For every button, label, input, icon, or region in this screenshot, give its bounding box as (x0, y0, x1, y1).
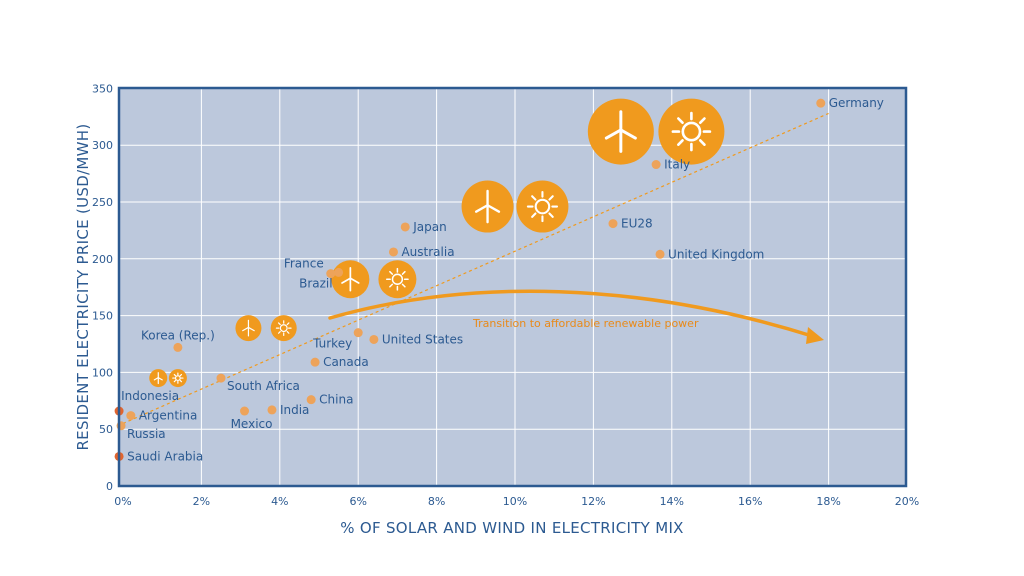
data-point (369, 334, 379, 344)
data-point (388, 247, 398, 257)
point-label: India (280, 403, 309, 417)
data-point (240, 406, 250, 416)
trendline (122, 112, 829, 425)
data-points: Germany Italy EU28 United Kingdom Japan Austr… (114, 96, 884, 463)
y-axis-ticks: 0 50 100 150 200 250 300 350 (92, 82, 113, 493)
wind-turbine-icon (461, 180, 514, 233)
wind-turbine-icon (235, 315, 262, 342)
point-label: Turkey (312, 337, 352, 351)
sun-icon (168, 369, 187, 388)
x-tick-label: 6% (349, 495, 366, 508)
sun-icon (516, 180, 569, 233)
x-tick-label: 18% (816, 495, 840, 508)
y-axis-title: RESIDENT ELECTRICITY PRICE (USD/MWH) (74, 123, 92, 450)
wind-turbine-icon (149, 369, 168, 388)
x-tick-label: 12% (581, 495, 605, 508)
point-label: Japan (412, 220, 446, 234)
transition-annotation: Transition to affordable renewable power (472, 317, 699, 330)
data-point (353, 328, 363, 338)
trendline-line (122, 112, 829, 425)
point-label: Russia (127, 427, 166, 441)
data-point (306, 395, 316, 405)
data-point (816, 98, 826, 108)
point-label: Australia (401, 245, 454, 259)
point-label: United Kingdom (668, 247, 764, 261)
sun-icon (378, 260, 417, 299)
data-point (126, 411, 136, 421)
wind-turbine-icon (331, 260, 370, 299)
point-label: Mexico (231, 417, 273, 431)
data-point (310, 357, 320, 367)
y-tick-label: 50 (99, 423, 113, 436)
point-label: China (319, 393, 353, 407)
point-label: Argentina (139, 409, 198, 423)
point-label: South Africa (227, 379, 300, 393)
y-tick-label: 250 (92, 196, 113, 209)
y-tick-label: 200 (92, 253, 113, 266)
point-label: Indonesia (121, 389, 179, 403)
transition-arrow (328, 289, 824, 344)
x-tick-label: 14% (660, 495, 684, 508)
arrow-curve (328, 289, 814, 338)
y-tick-label: 300 (92, 139, 113, 152)
y-tick-label: 100 (92, 366, 113, 379)
plot-frame (117, 86, 908, 488)
x-axis-ticks: 0% 2% 4% 6% 8% 10% 12% 14% 16% 18% 20% (114, 495, 919, 508)
data-point (608, 219, 618, 229)
x-tick-label: 2% (193, 495, 210, 508)
point-label: Italy (664, 158, 690, 172)
point-label: Brazil (299, 276, 333, 290)
x-tick-label: 8% (428, 495, 445, 508)
point-label: France (284, 257, 324, 271)
data-point (651, 160, 661, 170)
sun-icon (270, 315, 297, 342)
x-tick-label: 4% (271, 495, 288, 508)
x-tick-label: 16% (738, 495, 762, 508)
y-tick-label: 0 (106, 480, 113, 493)
plot-background (119, 88, 906, 486)
y-tick-label: 350 (92, 82, 113, 95)
point-label: Canada (323, 355, 369, 369)
data-point (334, 267, 344, 277)
icon-pairs (149, 98, 725, 388)
point-label: Germany (829, 96, 884, 110)
data-point (400, 222, 410, 232)
data-point (267, 405, 277, 415)
x-axis-title: % OF SOLAR AND WIND IN ELECTRICITY MIX (340, 519, 684, 537)
arrow-head (806, 327, 824, 344)
y-tick-label: 150 (92, 310, 113, 323)
point-label: EU28 (621, 217, 653, 231)
x-tick-label: 20% (895, 495, 919, 508)
point-label: Korea (Rep.) (141, 328, 215, 342)
x-tick-label: 10% (503, 495, 527, 508)
data-point (326, 269, 336, 279)
sun-icon (658, 98, 725, 165)
x-tick-label: 0% (114, 495, 131, 508)
data-point (173, 342, 183, 352)
point-label: United States (382, 332, 463, 346)
data-point (655, 249, 665, 259)
data-point (216, 373, 226, 383)
point-label: Saudi Arabia (127, 449, 203, 463)
wind-turbine-icon (587, 98, 654, 165)
